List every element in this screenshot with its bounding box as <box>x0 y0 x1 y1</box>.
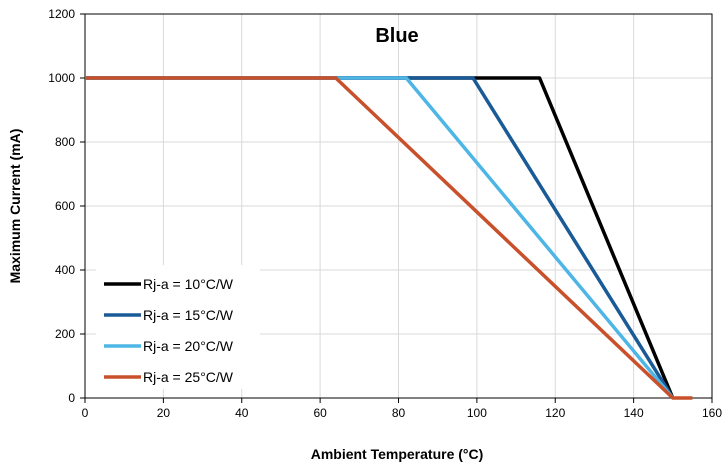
legend-item: Rj-a = 15°C/W <box>104 307 234 323</box>
x-axis-label: Ambient Temperature (°C) <box>311 446 484 462</box>
x-tick-label: 60 <box>313 406 327 420</box>
y-tick-label: 0 <box>68 391 75 405</box>
y-axis-label: Maximum Current (mA) <box>7 129 23 284</box>
legend: Rj-a = 10°C/W Rj-a = 15°C/W Rj-a = 20°C/W R… <box>96 265 260 389</box>
x-tick-label: 120 <box>545 406 565 420</box>
y-tick-label: 200 <box>55 327 75 341</box>
y-tick-label: 600 <box>55 199 75 213</box>
legend-label: Rj-a = 25°C/W <box>143 369 234 385</box>
x-tick-label: 80 <box>392 406 406 420</box>
legend-label: Rj-a = 10°C/W <box>143 276 234 292</box>
y-tick-label: 1200 <box>48 7 75 21</box>
x-tick-label: 0 <box>82 406 89 420</box>
x-tick-label: 140 <box>624 406 644 420</box>
y-tick-label: 400 <box>55 263 75 277</box>
legend-label: Rj-a = 20°C/W <box>143 338 234 354</box>
chart-title: Blue <box>375 25 418 47</box>
legend-item: Rj-a = 20°C/W <box>104 338 234 354</box>
x-tick-label: 20 <box>157 406 171 420</box>
legend-item: Rj-a = 10°C/W <box>104 276 234 292</box>
series-line-4 <box>85 76 693 400</box>
series-layer <box>85 76 693 400</box>
x-tick-label: 40 <box>235 406 249 420</box>
legend-item: Rj-a = 25°C/W <box>104 369 234 385</box>
y-axis: 0 200 400 600 800 1000 1200 <box>48 7 85 405</box>
y-tick-label: 800 <box>55 135 75 149</box>
x-axis: 0 20 40 60 80 100 120 140 160 <box>82 398 722 420</box>
x-tick-label: 100 <box>467 406 487 420</box>
y-tick-label: 1000 <box>48 71 75 85</box>
x-tick-label: 160 <box>702 406 722 420</box>
legend-label: Rj-a = 15°C/W <box>143 307 234 323</box>
